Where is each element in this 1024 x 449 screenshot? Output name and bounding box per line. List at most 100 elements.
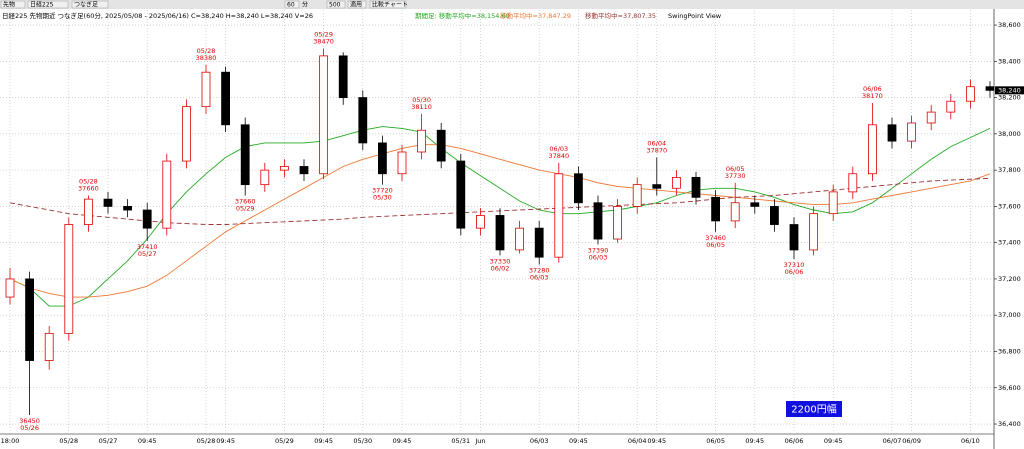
- annotation-date: 06/03: [530, 273, 549, 281]
- candle-body: [828, 191, 838, 215]
- symbol-select[interactable]: [27, 0, 69, 9]
- range-note-box: [786, 401, 842, 417]
- candle-body: [554, 173, 564, 258]
- x-tick-label: 09:45: [216, 437, 235, 445]
- toolbar: [0, 0, 1024, 9]
- chart-title: 日経225 先物期近 つなぎ足(60分, 2025/05/08 - 2025/0…: [2, 11, 313, 20]
- x-tick-label: 05/27: [99, 437, 118, 445]
- x-tick-label: 09:45: [745, 437, 764, 445]
- candle-body: [260, 169, 270, 186]
- x-tick-label: 06/09: [902, 437, 921, 445]
- candle-body: [534, 227, 544, 258]
- annotation-date: 06/05: [726, 165, 745, 173]
- candle-body: [515, 227, 524, 251]
- compare: 比較チャート: [372, 0, 408, 8]
- x-tick-label: 09:45: [138, 437, 157, 445]
- view-label: SwingPoint View: [668, 12, 722, 20]
- x-tick-label: 06/03: [530, 437, 549, 445]
- candle-body: [730, 202, 740, 222]
- count-input[interactable]: [326, 0, 346, 9]
- annotation-price: 37310: [784, 261, 805, 269]
- y-tick-label: 36,600: [998, 384, 1021, 392]
- candle-body: [632, 184, 642, 207]
- x-tick-label: 09:45: [647, 437, 666, 445]
- y-tick-label: 38,400: [998, 57, 1021, 65]
- annotation-price: 36450: [19, 417, 40, 425]
- candle-body: [691, 176, 701, 198]
- symbol: 日経225: [30, 0, 54, 8]
- candle-body: [495, 215, 505, 251]
- candle-body: [770, 206, 779, 225]
- annotation-price: 38110: [411, 103, 432, 111]
- annotation-price: 37460: [705, 234, 726, 242]
- x-tick-label: 05/28: [197, 437, 216, 445]
- x-tick-label: 09:45: [314, 437, 333, 445]
- market-select[interactable]: [0, 0, 26, 9]
- candle-body: [240, 124, 250, 186]
- candle-body: [809, 213, 818, 251]
- candle-body: [181, 106, 191, 162]
- x-tick-label: 09:45: [393, 437, 412, 445]
- annotation-date: 05/27: [138, 250, 157, 258]
- annotation-price: 37660: [78, 185, 99, 193]
- candle-body: [103, 198, 113, 207]
- candle-body: [25, 278, 35, 361]
- candle-body: [613, 206, 622, 240]
- last-price-box: [995, 86, 1024, 95]
- legend-entry: 期間足: 移動平均中=38,154.60: [415, 11, 510, 20]
- legend-entry: 移動平均中=37,807.35: [585, 11, 656, 20]
- apply-button[interactable]: [347, 0, 367, 9]
- candle-body: [44, 332, 54, 361]
- candle-body: [711, 196, 720, 222]
- candle-body: [475, 215, 485, 229]
- candle-body: [397, 151, 407, 175]
- annotation-date: 06/05: [706, 241, 725, 249]
- x-tick-label: 09:45: [569, 437, 588, 445]
- annotation-date: 05/29: [314, 31, 333, 39]
- interval-input[interactable]: [284, 0, 300, 9]
- candle-body: [417, 129, 427, 153]
- candle-body: [279, 166, 289, 171]
- annotation-date: 05/26: [20, 424, 39, 432]
- candle-body: [162, 160, 172, 229]
- annotation-price: 38170: [862, 92, 883, 100]
- x-tick-label: 06/04: [628, 437, 647, 445]
- candle-body: [672, 176, 681, 189]
- legend-entry: 移動平均中=37,847.29: [500, 11, 571, 20]
- candle-body: [966, 86, 975, 102]
- annotation-price: 37730: [725, 172, 746, 180]
- y-tick-label: 38,200: [998, 94, 1021, 102]
- annotation-price: 37660: [235, 198, 256, 206]
- x-tick-label: 18:00: [1, 437, 20, 445]
- candle-body: [5, 278, 15, 298]
- candle-body: [358, 97, 368, 144]
- candle-body: [123, 206, 132, 211]
- candle-body: [946, 100, 956, 113]
- candle-body: [436, 129, 446, 162]
- candle-body: [926, 111, 936, 124]
- annotation-date: 05/30: [373, 194, 392, 202]
- x-tick-label: 09:45: [824, 437, 843, 445]
- candle-body: [887, 124, 897, 142]
- mode-select[interactable]: [71, 0, 109, 9]
- candle-body: [319, 55, 329, 175]
- unit: 分: [302, 0, 308, 8]
- annotation-date: 06/06: [863, 85, 882, 93]
- apply: 適用: [350, 0, 362, 8]
- annotation-price: 37720: [372, 187, 393, 195]
- compare-button[interactable]: [369, 0, 407, 9]
- candle-body: [201, 71, 211, 108]
- annotation-price: 38380: [196, 54, 217, 62]
- last-price-label: 38,240: [998, 86, 1021, 94]
- y-tick-label: 37,000: [998, 311, 1021, 319]
- candle-body: [750, 202, 760, 207]
- count: 500: [329, 1, 341, 8]
- grid: [0, 10, 997, 434]
- x-tick-label: Jun: [474, 437, 485, 445]
- annotation-date: 05/30: [412, 96, 431, 104]
- x-tick-label: 05/30: [353, 437, 372, 445]
- annotation-date: 06/04: [647, 139, 666, 147]
- range-note: 2200円幅: [791, 403, 836, 416]
- annotation-price: 37330: [490, 257, 511, 265]
